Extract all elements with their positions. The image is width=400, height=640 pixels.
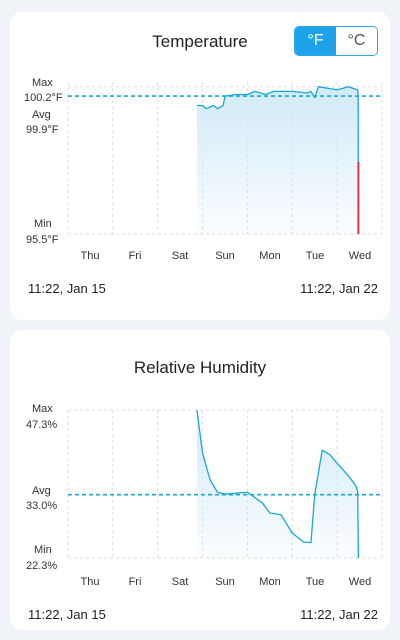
hum-min-value: 22.3%: [26, 560, 58, 572]
humidity-chart: [67, 409, 383, 559]
hum-avg-value: 33.0%: [26, 500, 58, 512]
hum-min-label: Min: [34, 544, 52, 556]
series-line: [196, 409, 360, 559]
temp-max-value: 100.2°F: [24, 92, 63, 104]
temp-avg-value: 99.9°F: [26, 124, 59, 136]
hum-avg-label: Avg: [32, 485, 51, 497]
series-area: [196, 410, 358, 558]
temperature-card: Temperature °F °C Max 100.2°F Avg 99.9°F…: [10, 12, 390, 320]
hum-day-label: Sun: [215, 576, 235, 588]
temperature-chart: [67, 82, 383, 235]
hum-day-label: Fri: [128, 576, 142, 588]
hum-day-label: Mon: [259, 576, 281, 588]
temp-day-label: Thu: [80, 250, 100, 262]
hum-end-time: 11:22, Jan 22: [300, 607, 378, 622]
series-area: [196, 86, 359, 234]
temp-day-label: Mon: [259, 250, 281, 262]
temp-day-label: Fri: [128, 250, 142, 262]
hum-day-label: Sat: [171, 576, 189, 588]
temp-max-label: Max: [32, 77, 53, 89]
hum-max-label: Max: [32, 403, 53, 415]
temp-end-time: 11:22, Jan 22: [300, 281, 378, 296]
hum-day-label: Wed: [348, 576, 372, 588]
hum-day-label: Thu: [80, 576, 100, 588]
humidity-title: Relative Humidity: [133, 358, 267, 377]
temp-day-label: Sun: [215, 250, 235, 262]
series-line: [196, 86, 360, 235]
temp-start-time: 11:22, Jan 15: [28, 281, 106, 296]
temp-avg-label: Avg: [32, 109, 51, 121]
temp-day-label: Tue: [305, 250, 325, 262]
unit-toggle[interactable]: °F °C: [294, 26, 378, 56]
fahrenheit-button[interactable]: °F: [295, 27, 336, 55]
hum-start-time: 11:22, Jan 15: [28, 607, 106, 622]
hum-day-label: Tue: [305, 576, 325, 588]
temp-min-label: Min: [34, 218, 52, 230]
humidity-card: Relative Humidity Max 47.3% Avg 33.0% Mi…: [10, 330, 390, 630]
celsius-button[interactable]: °C: [336, 27, 377, 55]
hum-max-value: 47.3%: [26, 419, 58, 431]
temp-day-label: Wed: [348, 250, 372, 262]
temp-day-label: Sat: [171, 250, 189, 262]
temperature-title: Temperature: [152, 32, 248, 51]
temp-min-value: 95.5°F: [26, 234, 59, 246]
